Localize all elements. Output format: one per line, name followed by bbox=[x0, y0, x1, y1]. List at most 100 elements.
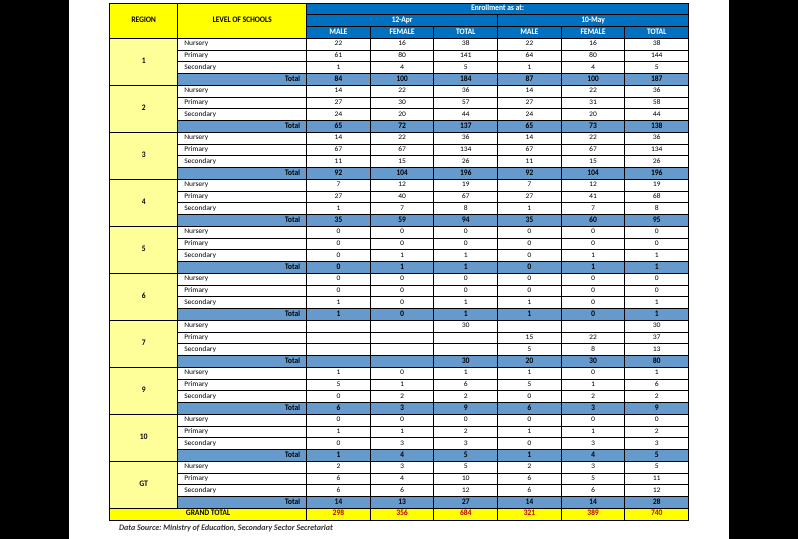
cell-apr-t: 38 bbox=[434, 38, 498, 50]
cell-apr-t: 19 bbox=[434, 179, 498, 191]
cell-may-f: 15 bbox=[561, 156, 625, 168]
level-cell: Secondary bbox=[178, 250, 307, 262]
cell-apr-t: 141 bbox=[434, 50, 498, 62]
cell-apr-f: 12 bbox=[370, 179, 434, 191]
cell-may-f: 5 bbox=[561, 473, 625, 485]
table-row: Secondary6 6 126 6 12 bbox=[110, 485, 689, 497]
table-body: 1Nursery22 16 3822 16 38Primary61 80 141… bbox=[110, 38, 689, 520]
cell-apr-m: 11 bbox=[307, 156, 371, 168]
region-total-row: Total1 4 51 4 5 bbox=[110, 450, 689, 462]
cell-may-m: 1 bbox=[498, 309, 562, 321]
cell-may-t: 12 bbox=[625, 485, 689, 497]
cell-apr-m: 65 bbox=[307, 121, 371, 133]
cell-may-t: 3 bbox=[625, 438, 689, 450]
table-row: 3Nursery14 22 3614 22 36 bbox=[110, 132, 689, 144]
cell-may-t: 19 bbox=[625, 179, 689, 191]
enrollment-table: REGION LEVEL OF SCHOOLS Enrollment as at… bbox=[109, 3, 689, 521]
total-label: Total bbox=[178, 262, 307, 274]
cell-may-f: 1 bbox=[561, 250, 625, 262]
cell-apr-m: 5 bbox=[307, 379, 371, 391]
cell-apr-f bbox=[370, 344, 434, 356]
cell-apr-m bbox=[307, 344, 371, 356]
cell-may-m: 6 bbox=[498, 473, 562, 485]
cell-may-m: 1 bbox=[498, 426, 562, 438]
cell-apr-m: 14 bbox=[307, 132, 371, 144]
cell-may-m: 0 bbox=[498, 273, 562, 285]
cell-may-f: 1 bbox=[561, 262, 625, 274]
cell-may-t: 0 bbox=[625, 226, 689, 238]
cell-may-f: 3 bbox=[561, 403, 625, 415]
table-row: Primary6 4 106 5 11 bbox=[110, 473, 689, 485]
cell-may-f: 16 bbox=[561, 38, 625, 50]
level-cell: Primary bbox=[178, 332, 307, 344]
region-total-row: Total84 100 18487 100 187 bbox=[110, 74, 689, 86]
table-row: 5Nursery0 0 00 0 0 bbox=[110, 226, 689, 238]
cell-apr-m: 22 bbox=[307, 38, 371, 50]
level-cell: Secondary bbox=[178, 62, 307, 74]
cell-apr-m: 1 bbox=[307, 297, 371, 309]
cell-apr-f: 0 bbox=[370, 226, 434, 238]
level-cell: Nursery bbox=[178, 226, 307, 238]
cell-may-m: 0 bbox=[498, 226, 562, 238]
cell-may-f: 100 bbox=[561, 74, 625, 86]
cell-apr-m: 24 bbox=[307, 109, 371, 121]
cell-may-t: 740 bbox=[625, 508, 689, 520]
cell-may-t: 58 bbox=[625, 97, 689, 109]
cell-apr-t: 5 bbox=[434, 450, 498, 462]
cell-apr-m: 61 bbox=[307, 50, 371, 62]
level-cell: Secondary bbox=[178, 297, 307, 309]
level-cell: Secondary bbox=[178, 203, 307, 215]
level-cell: Nursery bbox=[178, 179, 307, 191]
cell-apr-t: 134 bbox=[434, 144, 498, 156]
cell-apr-f: 4 bbox=[370, 62, 434, 74]
cell-apr-f bbox=[370, 320, 434, 332]
cell-may-m: 5 bbox=[498, 344, 562, 356]
cell-apr-t: 8 bbox=[434, 203, 498, 215]
cell-apr-f: 4 bbox=[370, 450, 434, 462]
table-row: Primary0 0 00 0 0 bbox=[110, 238, 689, 250]
region-total-row: Total 3020 30 80 bbox=[110, 356, 689, 368]
table-row: Secondary1 7 81 7 8 bbox=[110, 203, 689, 215]
cell-apr-m: 298 bbox=[307, 508, 371, 520]
cell-may-f: 0 bbox=[561, 367, 625, 379]
level-cell: Primary bbox=[178, 426, 307, 438]
cell-may-t: 0 bbox=[625, 285, 689, 297]
cell-may-t: 13 bbox=[625, 344, 689, 356]
cell-apr-m: 27 bbox=[307, 97, 371, 109]
cell-may-m: 0 bbox=[498, 391, 562, 403]
level-cell: Primary bbox=[178, 285, 307, 297]
cell-apr-m: 0 bbox=[307, 250, 371, 262]
cell-may-t: 134 bbox=[625, 144, 689, 156]
total-label: Total bbox=[178, 215, 307, 227]
cell-apr-m: 0 bbox=[307, 262, 371, 274]
grand-total-row: GRAND TOTAL298 356 684321 389 740 bbox=[110, 508, 689, 520]
cell-apr-m: 0 bbox=[307, 414, 371, 426]
cell-apr-m: 35 bbox=[307, 215, 371, 227]
total-label: Total bbox=[178, 450, 307, 462]
cell-apr-m: 1 bbox=[307, 203, 371, 215]
cell-may-m: 0 bbox=[498, 414, 562, 426]
level-cell: Secondary bbox=[178, 109, 307, 121]
level-cell: Primary bbox=[178, 473, 307, 485]
cell-may-m: 14 bbox=[498, 497, 562, 509]
cell-apr-f: 13 bbox=[370, 497, 434, 509]
col-total-2: TOTAL bbox=[625, 27, 689, 39]
cell-apr-m bbox=[307, 332, 371, 344]
table-row: 9Nursery1 0 11 0 1 bbox=[110, 367, 689, 379]
level-cell: Primary bbox=[178, 191, 307, 203]
cell-may-t: 1 bbox=[625, 250, 689, 262]
cell-apr-t: 1 bbox=[434, 250, 498, 262]
cell-apr-t: 94 bbox=[434, 215, 498, 227]
cell-apr-m: 67 bbox=[307, 144, 371, 156]
cell-may-m: 22 bbox=[498, 38, 562, 50]
cell-apr-t: 30 bbox=[434, 356, 498, 368]
cell-may-t: 2 bbox=[625, 426, 689, 438]
cell-may-f: 0 bbox=[561, 285, 625, 297]
level-cell: Nursery bbox=[178, 461, 307, 473]
cell-may-f: 4 bbox=[561, 450, 625, 462]
region-total-row: Total35 59 9435 60 95 bbox=[110, 215, 689, 227]
region-total-row: Total0 1 10 1 1 bbox=[110, 262, 689, 274]
cell-may-m: 92 bbox=[498, 168, 562, 180]
cell-apr-f bbox=[370, 332, 434, 344]
cell-apr-m: 0 bbox=[307, 273, 371, 285]
